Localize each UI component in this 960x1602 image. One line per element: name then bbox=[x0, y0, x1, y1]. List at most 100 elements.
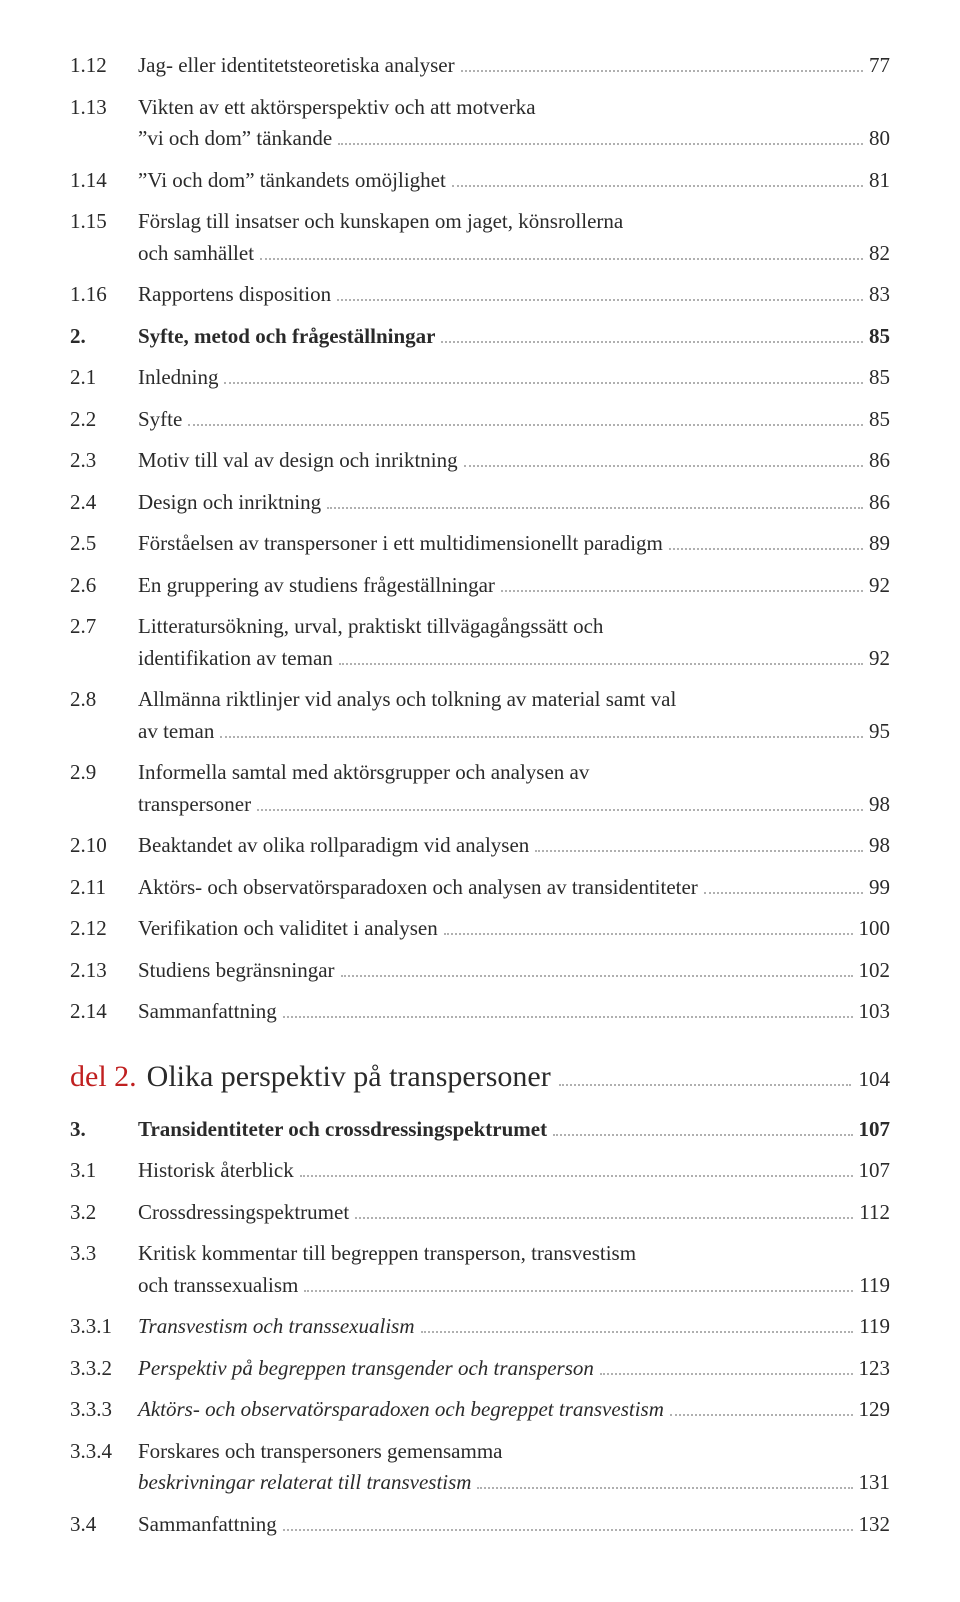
toc-leader-dots bbox=[327, 507, 863, 509]
toc-entry-text: Allmänna riktlinjer vid analys och tolkn… bbox=[138, 684, 676, 716]
toc-entry-text: Litteratursökning, urval, praktiskt till… bbox=[138, 611, 603, 643]
toc-entry-number: 2.8 bbox=[70, 684, 138, 716]
toc-entry-continuation: transpersoner bbox=[138, 789, 251, 821]
toc-entry-number: 2.6 bbox=[70, 570, 138, 602]
toc-entry-page: 129 bbox=[859, 1394, 891, 1426]
toc-leader-dots bbox=[338, 143, 863, 145]
toc-entry-number: 2.3 bbox=[70, 445, 138, 477]
toc-entry-text: Förslag till insatser och kunskapen om j… bbox=[138, 206, 623, 238]
toc-leader-dots bbox=[188, 424, 863, 426]
toc-leader-dots bbox=[224, 382, 863, 384]
toc-entry-text: Sammanfattning bbox=[138, 1509, 277, 1541]
toc-leader-dots bbox=[257, 809, 863, 811]
toc-entry-text: Historisk återblick bbox=[138, 1155, 294, 1187]
toc-leader-dots bbox=[421, 1331, 854, 1333]
toc-leader-dots bbox=[535, 850, 863, 852]
toc-entry-page: 98 bbox=[869, 830, 890, 862]
toc-entry-page: 112 bbox=[859, 1197, 890, 1229]
toc-leader-dots bbox=[341, 975, 853, 977]
toc-leader-dots bbox=[553, 1134, 852, 1136]
toc-leader-dots bbox=[304, 1290, 853, 1292]
toc-entry-text: Förståelsen av transpersoner i ett multi… bbox=[138, 528, 663, 560]
toc-entry-page: 123 bbox=[859, 1353, 891, 1385]
toc-entry-text: Forskares och transpersoners gemensamma bbox=[138, 1436, 502, 1468]
toc-entry-number: 2.9 bbox=[70, 757, 138, 789]
toc-leader-dots bbox=[559, 1084, 851, 1086]
toc-entry-page: 98 bbox=[869, 789, 890, 821]
toc-entry-number: 2.4 bbox=[70, 487, 138, 519]
toc-entry-page: 92 bbox=[869, 643, 890, 675]
toc-leader-dots bbox=[464, 465, 863, 467]
toc-entry-text: Perspektiv på begreppen transgender och … bbox=[138, 1353, 594, 1385]
toc-entry-text: Rapportens disposition bbox=[138, 279, 331, 311]
toc-leader-dots bbox=[704, 892, 863, 894]
toc-entry-text: Aktörs- och observatörsparadoxen och beg… bbox=[138, 1394, 664, 1426]
toc-leader-dots bbox=[501, 590, 863, 592]
toc-entry-number: 3.3.4 bbox=[70, 1436, 138, 1468]
toc-leader-dots bbox=[355, 1217, 853, 1219]
toc-leader-dots bbox=[337, 299, 863, 301]
toc-entry-continuation: av teman bbox=[138, 716, 214, 748]
toc-entry-number: 3.3.1 bbox=[70, 1311, 138, 1343]
toc-entry-page: 80 bbox=[869, 123, 890, 155]
toc-entry-number: 3.1 bbox=[70, 1155, 138, 1187]
toc-leader-dots bbox=[260, 258, 863, 260]
toc-entry-page: 86 bbox=[869, 445, 890, 477]
toc-leader-dots bbox=[452, 185, 863, 187]
toc-entry-page: 85 bbox=[869, 404, 890, 436]
toc-entry-number: 2.14 bbox=[70, 996, 138, 1028]
toc-entry-continuation: ”vi och dom” tänkande bbox=[138, 123, 332, 155]
toc-entry-text: Vikten av ett aktörsperspektiv och att m… bbox=[138, 92, 536, 124]
toc-part-heading: del 2. Olika perspektiv på transpersoner 1… bbox=[70, 1060, 890, 1094]
toc-entry-text: Design och inriktning bbox=[138, 487, 321, 519]
table-of-contents: 1.12Jag- eller identitetsteoretiska anal… bbox=[70, 50, 890, 1540]
toc-entry-page: 86 bbox=[869, 487, 890, 519]
toc-entry-text: Transvestism och transsexualism bbox=[138, 1311, 415, 1343]
toc-entry-continuation: och transsexualism bbox=[138, 1270, 298, 1302]
toc-entry-continuation: identifikation av teman bbox=[138, 643, 333, 675]
toc-leader-dots bbox=[283, 1016, 853, 1018]
toc-entry-text: Aktörs- och observatörsparadoxen och ana… bbox=[138, 872, 698, 904]
toc-entry-page: 89 bbox=[869, 528, 890, 560]
toc-entry-page: 83 bbox=[869, 279, 890, 311]
toc-entry-number: 1.12 bbox=[70, 50, 138, 82]
toc-leader-dots bbox=[477, 1487, 852, 1489]
toc-entry-text: Sammanfattning bbox=[138, 996, 277, 1028]
toc-leader-dots bbox=[283, 1529, 853, 1531]
toc-leader-dots bbox=[669, 548, 863, 550]
toc-entry-text: Beaktandet av olika rollparadigm vid ana… bbox=[138, 830, 529, 862]
toc-entry-text: Syfte bbox=[138, 404, 182, 436]
toc-entry-page: 100 bbox=[859, 913, 891, 945]
toc-entry-number: 1.14 bbox=[70, 165, 138, 197]
toc-entry-number: 1.16 bbox=[70, 279, 138, 311]
toc-entry-continuation: och samhället bbox=[138, 238, 254, 270]
toc-entry-number: 2.13 bbox=[70, 955, 138, 987]
toc-entry-page: 92 bbox=[869, 570, 890, 602]
toc-entry-page: 107 bbox=[859, 1155, 891, 1187]
toc-leader-dots bbox=[600, 1373, 853, 1375]
toc-leader-dots bbox=[670, 1414, 853, 1416]
toc-entry-page: 85 bbox=[869, 321, 890, 353]
toc-entry-text: Jag- eller identitetsteoretiska analyser bbox=[138, 50, 455, 82]
toc-part-title: Olika perspektiv på transpersoner bbox=[147, 1060, 551, 1094]
toc-entry-number: 2.2 bbox=[70, 404, 138, 436]
toc-entry-number: 3. bbox=[70, 1114, 138, 1146]
toc-entry-number: 1.15 bbox=[70, 206, 138, 238]
toc-leader-dots bbox=[441, 341, 863, 343]
toc-entry-page: 131 bbox=[859, 1467, 891, 1499]
toc-part-page: 104 bbox=[859, 1067, 891, 1092]
toc-part-label: del 2. bbox=[70, 1060, 137, 1094]
toc-entry-number: 2.11 bbox=[70, 872, 138, 904]
toc-entry-text: Motiv till val av design och inriktning bbox=[138, 445, 458, 477]
toc-entry-text: Studiens begränsningar bbox=[138, 955, 335, 987]
toc-entry-text: Syfte, metod och frågeställningar bbox=[138, 321, 435, 353]
toc-entry-page: 119 bbox=[859, 1311, 890, 1343]
toc-leader-dots bbox=[300, 1175, 853, 1177]
toc-entry-number: 2.12 bbox=[70, 913, 138, 945]
toc-entry-number: 1.13 bbox=[70, 92, 138, 124]
toc-entry-number: 3.3.3 bbox=[70, 1394, 138, 1426]
toc-entry-text: Informella samtal med aktörsgrupper och … bbox=[138, 757, 589, 789]
toc-entry-page: 103 bbox=[859, 996, 891, 1028]
toc-entry-number: 3.3 bbox=[70, 1238, 138, 1270]
toc-entry-page: 132 bbox=[859, 1509, 891, 1541]
